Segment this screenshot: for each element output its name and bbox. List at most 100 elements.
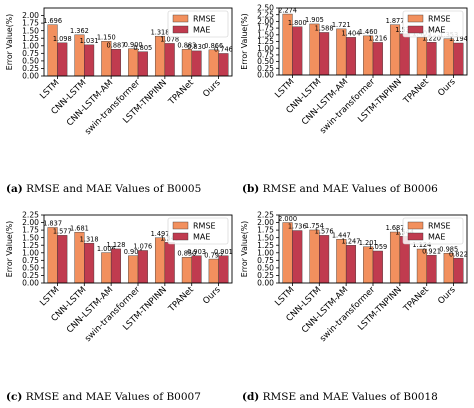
data-label-rmse: 0.792 <box>204 251 223 259</box>
legend-swatch-rmse <box>407 221 424 230</box>
legend-swatch-rmse <box>172 14 189 23</box>
bar-mae <box>164 242 175 284</box>
legend-swatch-mae <box>172 25 189 34</box>
y-tick-label: 0.75 <box>22 256 39 265</box>
caption-d-text: RMSE and MAE Values of B0018 <box>262 391 438 403</box>
bar-mae <box>110 248 122 284</box>
chart-panel-0: 0.000.250.500.751.001.251.501.752.00 Erro… <box>5 7 233 137</box>
data-label-mae: 1.031 <box>80 37 99 45</box>
data-label-mae: 1.588 <box>315 25 334 33</box>
y-tick-label: 1.50 <box>257 30 274 39</box>
legend-swatch-mae <box>407 232 424 241</box>
x-tick-label: Ours <box>436 77 458 99</box>
legend-swatch-rmse <box>407 14 424 23</box>
data-label-mae: 1.194 <box>449 35 468 43</box>
chart-panel-1: 0.000.250.500.751.001.251.501.752.002.25… <box>240 4 468 136</box>
bar-mae <box>426 42 437 76</box>
y-tick-label: 1.50 <box>22 233 39 242</box>
data-label-rmse: 0.883 <box>177 42 196 50</box>
y-tick-label: 0.75 <box>257 51 274 60</box>
data-label-rmse: 0.866 <box>204 42 223 50</box>
y-tick-label: 1.00 <box>257 44 274 53</box>
bar-mae <box>218 255 229 284</box>
legend-label-mae: MAE <box>428 26 445 35</box>
bar-rmse <box>443 38 454 76</box>
data-label-rmse: 0.904 <box>124 248 143 256</box>
data-label-mae: 0.901 <box>214 248 233 256</box>
bar-rmse <box>282 222 293 284</box>
caption-c-text: RMSE and MAE Values of B0007 <box>25 391 201 403</box>
data-label-rmse: 1.877 <box>386 17 405 25</box>
y-tick-label: 1.25 <box>257 241 274 250</box>
bar-rmse <box>363 246 374 284</box>
data-label-mae: 0.903 <box>187 248 206 256</box>
bar-rmse <box>128 255 139 284</box>
y-tick-label: 2.25 <box>257 10 274 19</box>
y-tick-label: 1.75 <box>257 226 274 235</box>
y-tick-label: 0.75 <box>257 256 274 265</box>
y-tick-label: 2.25 <box>257 211 274 220</box>
data-label-rmse: 1.754 <box>305 222 324 230</box>
x-tick-label: TPANet <box>166 285 196 315</box>
bar-mae <box>137 250 148 284</box>
legend-label-mae: MAE <box>193 233 210 242</box>
y-tick-label: 0.50 <box>257 263 274 272</box>
data-label-mae: 1.576 <box>315 228 334 236</box>
data-label-mae: 1.059 <box>368 243 387 251</box>
data-label-mae: 1.216 <box>368 35 387 43</box>
data-label-rmse: 1.124 <box>412 241 431 249</box>
bar-mae <box>164 43 175 77</box>
bar-mae <box>453 257 464 284</box>
data-label-mae: 1.318 <box>80 235 99 243</box>
bar-mae <box>218 53 229 77</box>
caption-a-letter: (a) <box>6 183 23 195</box>
bar-rmse <box>181 49 192 77</box>
data-label-rmse: 1.905 <box>305 16 324 24</box>
bar-rmse <box>154 237 166 284</box>
data-label-rmse: 1.696 <box>43 17 62 25</box>
bar-rmse <box>47 227 58 284</box>
bar-mae <box>110 48 122 77</box>
bar-rmse <box>309 229 320 284</box>
caption-b-text: RMSE and MAE Values of B0006 <box>262 183 438 195</box>
data-label-rmse: 1.837 <box>43 220 62 228</box>
bar-mae <box>57 42 68 77</box>
y-tick-label: 0.50 <box>22 263 39 272</box>
y-axis-label: Error Value(%) <box>5 14 14 70</box>
y-tick-label: 0.50 <box>22 56 39 65</box>
data-label-rmse: 1.362 <box>70 27 89 35</box>
bar-mae <box>84 242 95 284</box>
y-axis-label: Error Value(%) <box>240 13 249 69</box>
y-axis-label: Error Value(%) <box>5 221 14 277</box>
bar-rmse <box>336 239 347 284</box>
y-tick-label: 1.00 <box>22 248 39 257</box>
bar-mae <box>191 255 202 284</box>
bar-rmse <box>389 231 401 284</box>
data-label-rmse: 2.274 <box>278 6 297 14</box>
data-label-rmse: 1.721 <box>332 21 351 29</box>
x-tick-label: LSTM <box>273 77 296 100</box>
y-tick-label: 2.25 <box>22 211 39 220</box>
bar-mae <box>426 254 437 284</box>
y-tick-label: 0.75 <box>22 49 39 58</box>
y-tick-label: 1.25 <box>22 241 39 250</box>
y-tick-label: 1.75 <box>22 226 39 235</box>
bar-mae <box>57 235 68 284</box>
y-tick-label: 0.00 <box>257 279 274 288</box>
bar-mae <box>84 44 95 77</box>
x-tick-label: Ours <box>201 78 223 100</box>
caption-a: (a) RMSE and MAE Values of B0005 <box>6 183 201 195</box>
bar-mae <box>372 250 383 284</box>
y-tick-label: 0.25 <box>22 271 39 280</box>
x-tick-label: TPANet <box>401 77 431 107</box>
x-tick-label: Ours <box>201 285 223 307</box>
y-tick-label: 1.50 <box>257 233 274 242</box>
bar-mae <box>191 50 202 77</box>
caption-d-letter: (d) <box>242 391 260 403</box>
bar-mae <box>345 245 357 284</box>
data-label-rmse: 2.000 <box>278 215 297 223</box>
data-label-rmse: 1.006 <box>97 245 116 253</box>
legend-swatch-mae <box>407 25 424 34</box>
y-tick-label: 0.50 <box>257 57 274 66</box>
y-tick-label: 1.25 <box>257 37 274 46</box>
